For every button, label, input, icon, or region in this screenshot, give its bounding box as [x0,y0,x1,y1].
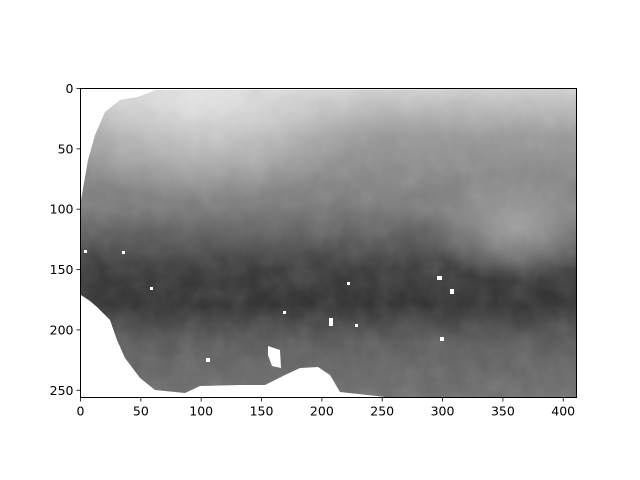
x-tick-label: 150 [250,404,274,419]
y-tick-label: 200 [50,322,74,337]
x-tick-label: 0 [77,404,85,419]
y-axis: 0 50 100 150 200 250 [50,81,81,398]
x-tick-label: 100 [189,404,213,419]
missing-data-holes [84,250,454,368]
heatmap-image [81,89,576,397]
x-axis: 0 50 100 150 200 250 300 350 400 [77,397,575,419]
y-tick-label: 50 [58,141,74,156]
y-tick-label: 0 [66,81,74,96]
y-tick-label: 100 [50,202,74,217]
x-tick-label: 300 [431,404,455,419]
y-tick-label: 150 [50,262,74,277]
plot-frame [80,88,577,398]
x-tick-label: 400 [551,404,575,419]
x-tick-label: 50 [133,404,149,419]
x-tick-label: 350 [491,404,515,419]
x-tick-label: 200 [310,404,334,419]
x-tick-label: 250 [370,404,394,419]
y-tick-label: 250 [50,383,74,398]
